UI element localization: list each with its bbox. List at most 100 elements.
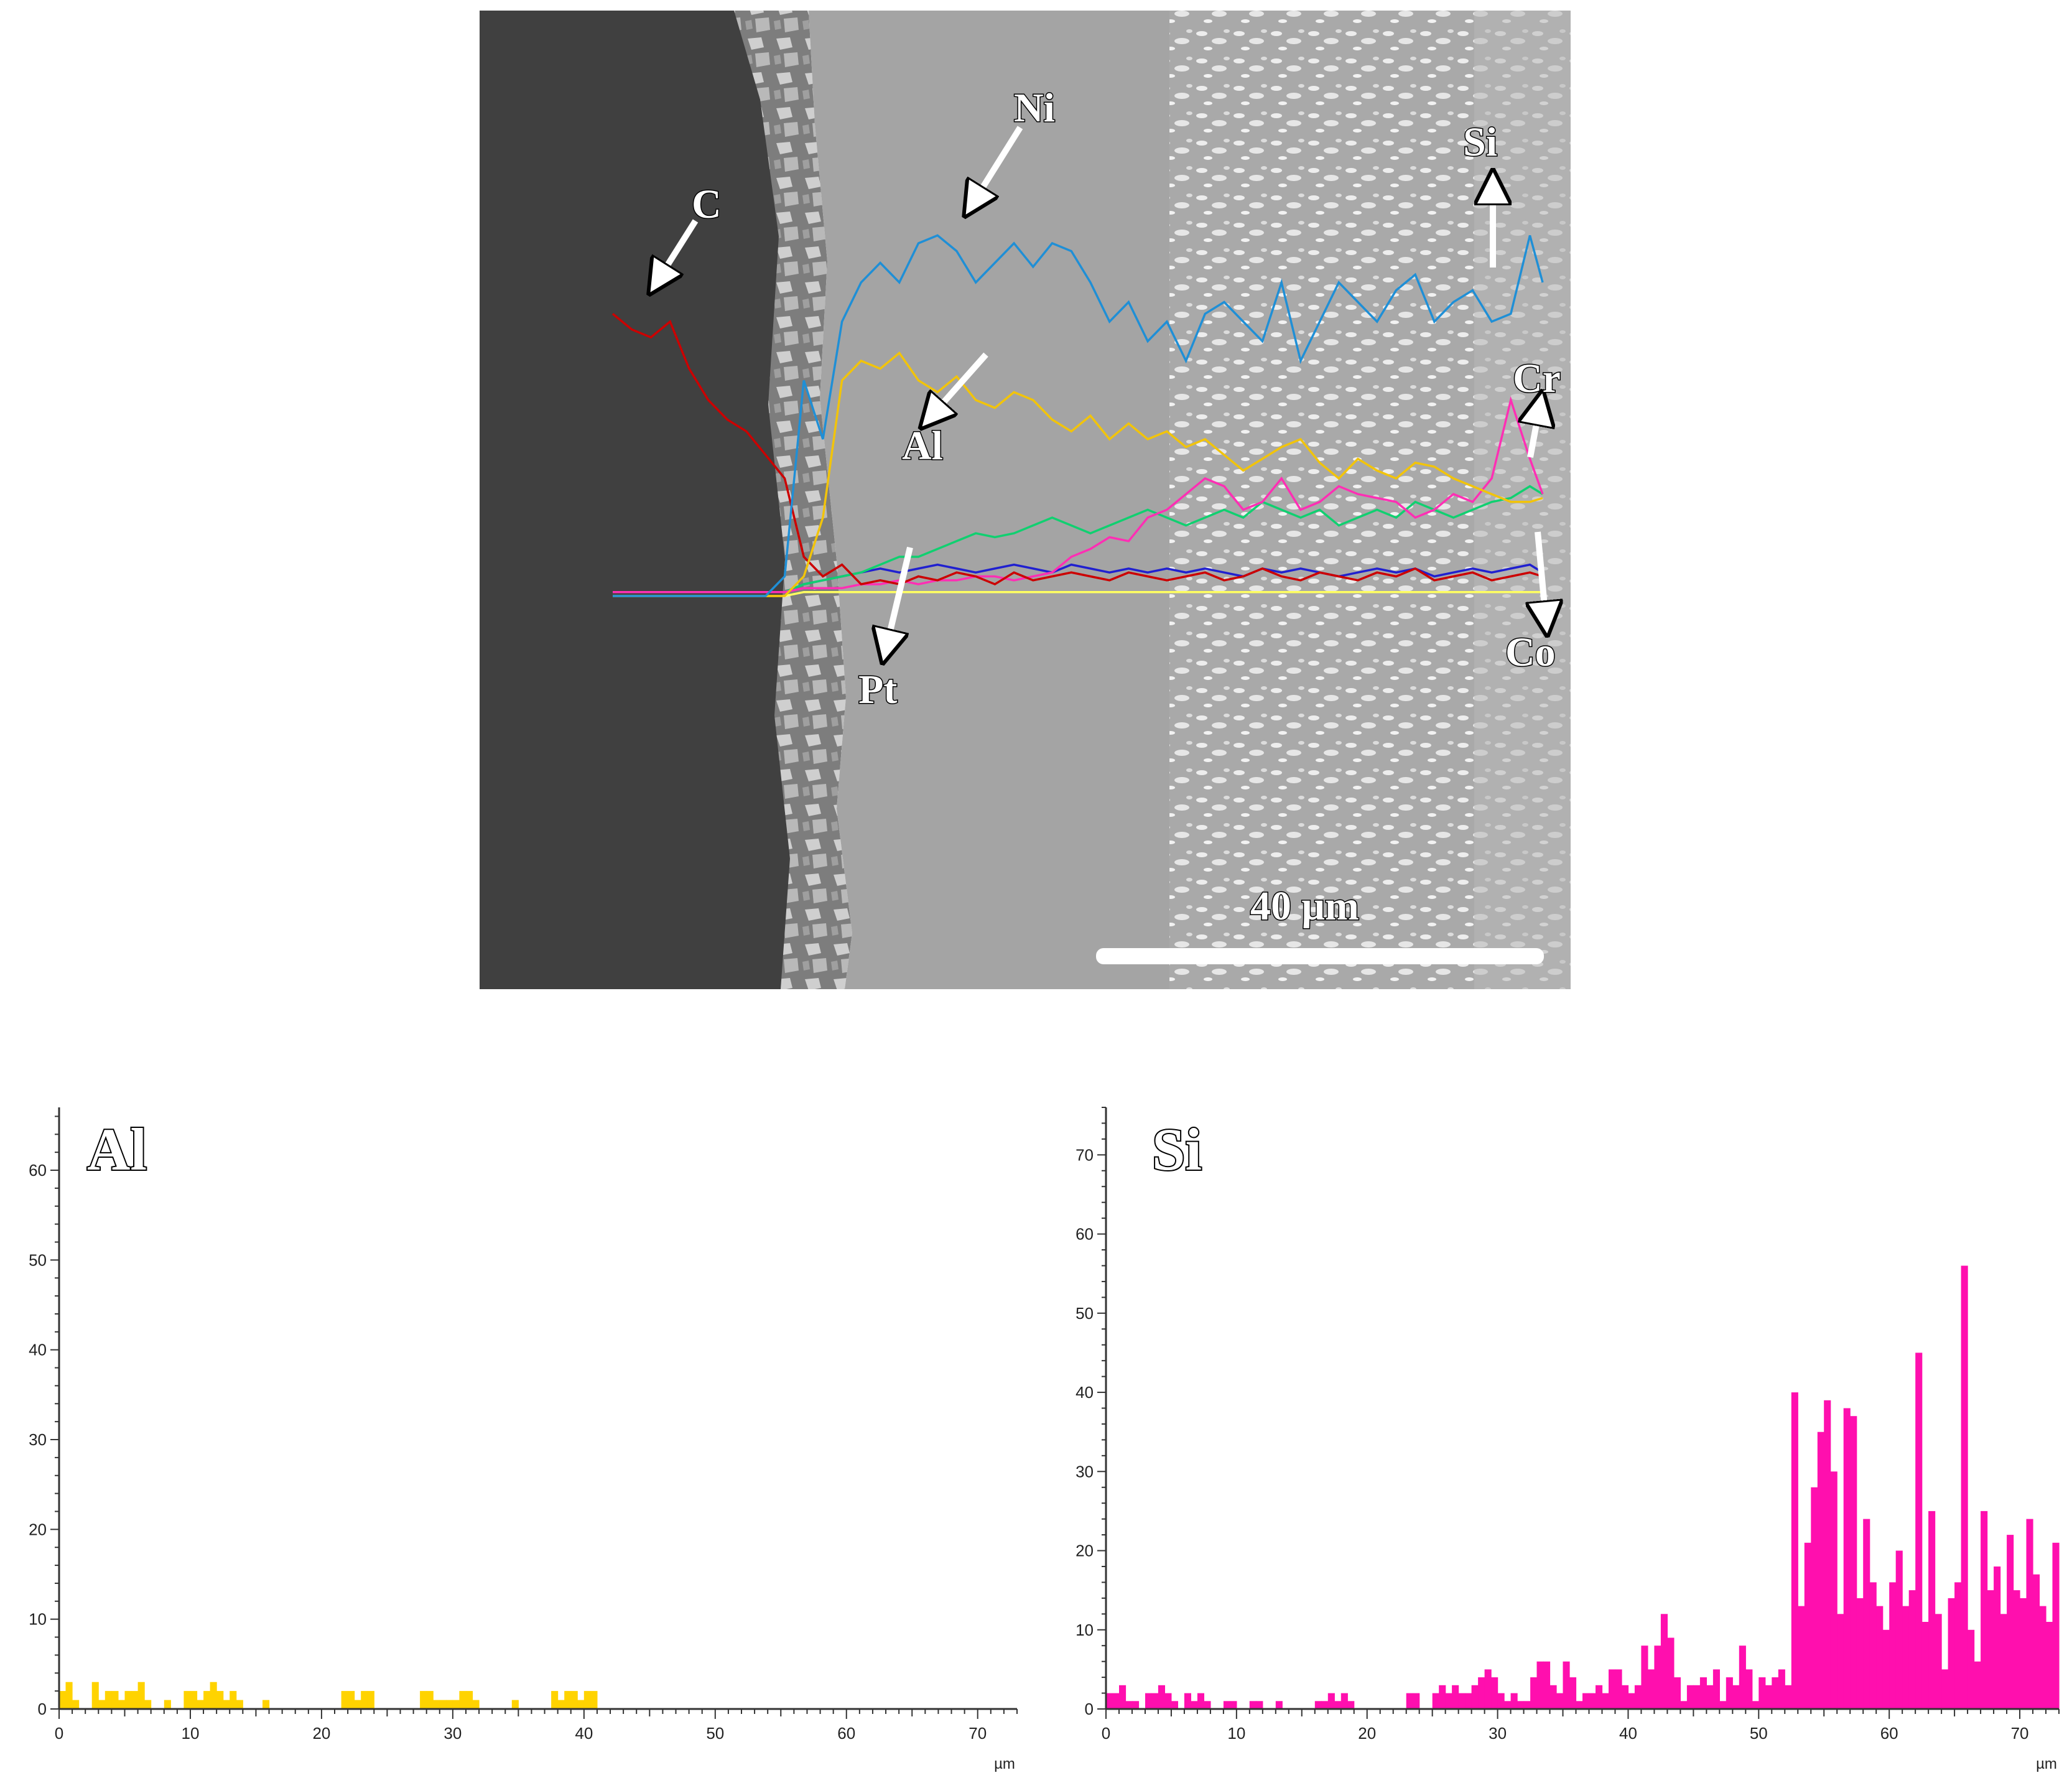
al-bar — [59, 1691, 67, 1709]
al-bar — [105, 1691, 112, 1709]
si-bar — [1582, 1693, 1590, 1709]
si-bar — [1974, 1661, 1981, 1709]
si-bar — [1327, 1693, 1335, 1709]
si-bar — [1314, 1701, 1322, 1709]
al-bar — [459, 1691, 467, 1709]
si-bar — [1145, 1693, 1153, 1709]
si-bar — [1804, 1542, 1811, 1709]
si-bar — [1340, 1693, 1348, 1709]
al-y-tick-label: 10 — [29, 1610, 47, 1629]
al-bar — [433, 1700, 440, 1709]
si-bar — [1876, 1606, 1884, 1709]
si-bar — [2033, 1574, 2040, 1709]
si-bar — [1184, 1693, 1191, 1709]
al-axes: 0 10 20 30 40 50 60 70 0 10 20 30 40 50 60 µm — [29, 1107, 1018, 1772]
si-bar — [1484, 1669, 1492, 1709]
si-bar — [1465, 1693, 1472, 1709]
al-bar — [230, 1691, 237, 1709]
al-bar — [551, 1691, 559, 1709]
arrow-al — [932, 352, 988, 416]
al-bar — [439, 1700, 447, 1709]
si-y-tick-label: 50 — [1075, 1304, 1094, 1323]
si-bar — [1712, 1669, 1720, 1709]
al-y-tick-label: 50 — [29, 1250, 47, 1269]
si-bar — [1204, 1701, 1211, 1709]
al-bar — [472, 1700, 480, 1709]
si-bar — [1673, 1677, 1681, 1709]
al-x-tick-label: 10 — [181, 1724, 199, 1743]
si-bar — [1686, 1685, 1694, 1709]
label-al: Al — [902, 423, 943, 468]
al-bar — [446, 1700, 453, 1709]
si-bar — [1954, 1582, 1962, 1709]
si-bar — [1596, 1685, 1603, 1709]
arrow-co — [1538, 531, 1546, 619]
si-x-tick-label: 20 — [1358, 1724, 1376, 1743]
al-bar — [236, 1700, 243, 1709]
si-bar — [1432, 1693, 1439, 1709]
al-x-unit-label: µm — [994, 1756, 1015, 1772]
si-bar — [1275, 1701, 1283, 1709]
si-bar — [1471, 1685, 1479, 1709]
al-bar — [354, 1700, 361, 1709]
al-bar — [570, 1691, 578, 1709]
si-bar — [1915, 1352, 1923, 1709]
si-bar — [1569, 1677, 1577, 1709]
si-bar — [1491, 1677, 1498, 1709]
si-bar — [1321, 1701, 1329, 1709]
si-bar — [2046, 1622, 2053, 1709]
profile-line-ni — [613, 234, 1544, 597]
si-bar — [1536, 1661, 1544, 1709]
al-bar — [144, 1700, 152, 1709]
si-bar — [1641, 1646, 1648, 1709]
si-bar — [1863, 1519, 1870, 1709]
si-bar — [1680, 1701, 1688, 1709]
si-bar — [1837, 1614, 1844, 1709]
si-bar — [1843, 1408, 1851, 1709]
si-bar — [1745, 1669, 1753, 1709]
al-x-tick-label: 60 — [837, 1724, 855, 1743]
si-y-tick-label: 30 — [1075, 1462, 1094, 1481]
si-bar — [2026, 1519, 2033, 1709]
si-bar — [1576, 1701, 1583, 1709]
al-bar — [131, 1691, 139, 1709]
si-bar — [1752, 1701, 1759, 1709]
label-ni: Ni — [1014, 85, 1055, 131]
si-x-tick-label: 70 — [2011, 1724, 2029, 1743]
al-y-tick-label: 30 — [29, 1430, 47, 1449]
sem-mount-region — [480, 11, 803, 989]
si-x-tick-label: 10 — [1227, 1724, 1245, 1743]
si-x-tick-label: 50 — [1750, 1724, 1768, 1743]
al-bar — [91, 1682, 99, 1709]
si-bar — [1609, 1669, 1616, 1709]
si-bar — [1856, 1598, 1864, 1709]
si-bar — [1830, 1471, 1837, 1709]
si-bar — [1660, 1614, 1668, 1709]
label-pt: Pt — [858, 667, 897, 712]
si-y-tick-label: 40 — [1075, 1383, 1094, 1402]
si-y-tick-label: 0 — [1085, 1700, 1094, 1718]
al-x-tick-label: 70 — [969, 1724, 987, 1743]
al-x-tick-label: 30 — [444, 1724, 462, 1743]
si-y-tick-label: 20 — [1075, 1542, 1094, 1560]
arrow-c — [658, 219, 699, 280]
si-bar — [1928, 1511, 1936, 1709]
al-bar — [583, 1691, 591, 1709]
si-bar — [1967, 1629, 1975, 1709]
al-x-tick-label: 40 — [575, 1724, 593, 1743]
si-bar — [1132, 1701, 1140, 1709]
si-bar — [1758, 1677, 1766, 1709]
label-co: Co — [1505, 630, 1556, 675]
al-bar — [577, 1700, 585, 1709]
si-bar — [1334, 1701, 1342, 1709]
si-bar — [1699, 1677, 1707, 1709]
si-bar — [1693, 1685, 1701, 1709]
al-bars — [59, 1682, 598, 1709]
scale-bar-label: 40 μm — [1250, 883, 1359, 929]
al-x-tick-label: 50 — [706, 1724, 724, 1743]
al-bar — [190, 1691, 198, 1709]
si-bar — [1667, 1637, 1675, 1709]
si-bar — [1249, 1701, 1257, 1709]
si-bar — [1602, 1693, 1609, 1709]
al-bar — [72, 1700, 80, 1709]
